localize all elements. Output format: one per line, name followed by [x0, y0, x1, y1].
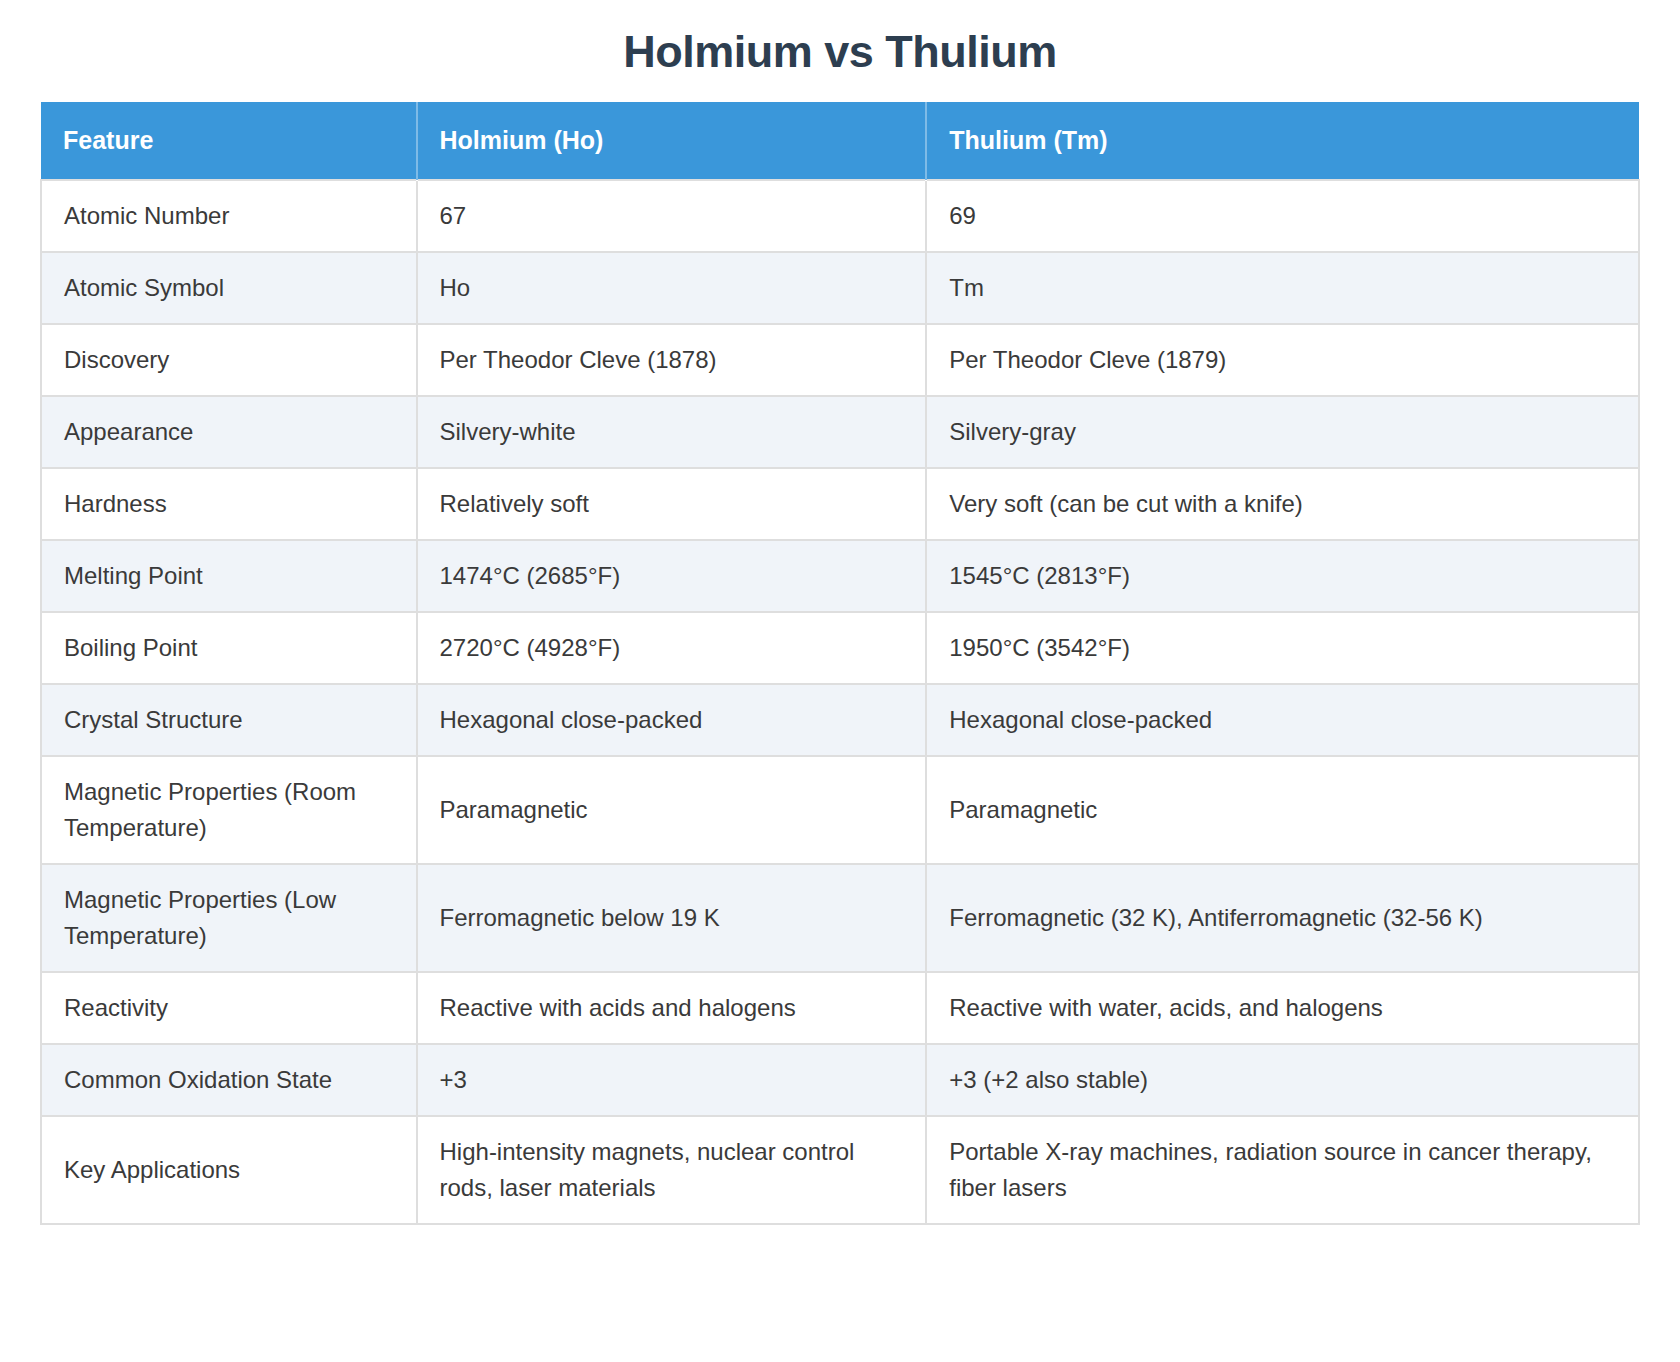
holmium-cell: High-intensity magnets, nuclear control … [417, 1116, 927, 1224]
holmium-cell: +3 [417, 1044, 927, 1116]
thulium-cell: 1545°C (2813°F) [926, 540, 1639, 612]
feature-cell: Atomic Symbol [41, 252, 417, 324]
header-feature: Feature [41, 102, 417, 180]
table-row: Magnetic Properties (Room Temperature)Pa… [41, 756, 1639, 864]
header-holmium: Holmium (Ho) [417, 102, 927, 180]
feature-cell: Reactivity [41, 972, 417, 1044]
table-row: Key ApplicationsHigh-intensity magnets, … [41, 1116, 1639, 1224]
feature-cell: Key Applications [41, 1116, 417, 1224]
feature-cell: Magnetic Properties (Room Temperature) [41, 756, 417, 864]
table-row: AppearanceSilvery-whiteSilvery-gray [41, 396, 1639, 468]
holmium-cell: Ferromagnetic below 19 K [417, 864, 927, 972]
holmium-cell: Paramagnetic [417, 756, 927, 864]
feature-cell: Crystal Structure [41, 684, 417, 756]
holmium-cell: Silvery-white [417, 396, 927, 468]
feature-cell: Melting Point [41, 540, 417, 612]
table-row: DiscoveryPer Theodor Cleve (1878)Per The… [41, 324, 1639, 396]
table-row: Boiling Point2720°C (4928°F)1950°C (3542… [41, 612, 1639, 684]
holmium-cell: 67 [417, 180, 927, 252]
thulium-cell: Portable X-ray machines, radiation sourc… [926, 1116, 1639, 1224]
table-body: Atomic Number6769Atomic SymbolHoTmDiscov… [41, 180, 1639, 1224]
page: Holmium vs Thulium Feature Holmium (Ho) … [0, 0, 1680, 1362]
holmium-cell: 1474°C (2685°F) [417, 540, 927, 612]
thulium-cell: +3 (+2 also stable) [926, 1044, 1639, 1116]
comparison-table: Feature Holmium (Ho) Thulium (Tm) Atomic… [40, 102, 1640, 1225]
thulium-cell: Paramagnetic [926, 756, 1639, 864]
holmium-cell: 2720°C (4928°F) [417, 612, 927, 684]
thulium-cell: 69 [926, 180, 1639, 252]
feature-cell: Discovery [41, 324, 417, 396]
feature-cell: Atomic Number [41, 180, 417, 252]
table-row: Crystal StructureHexagonal close-packedH… [41, 684, 1639, 756]
thulium-cell: Reactive with water, acids, and halogens [926, 972, 1639, 1044]
header-thulium: Thulium (Tm) [926, 102, 1639, 180]
thulium-cell: Very soft (can be cut with a knife) [926, 468, 1639, 540]
holmium-cell: Ho [417, 252, 927, 324]
holmium-cell: Relatively soft [417, 468, 927, 540]
thulium-cell: Hexagonal close-packed [926, 684, 1639, 756]
feature-cell: Boiling Point [41, 612, 417, 684]
thulium-cell: Ferromagnetic (32 K), Antiferromagnetic … [926, 864, 1639, 972]
feature-cell: Appearance [41, 396, 417, 468]
table-row: HardnessRelatively softVery soft (can be… [41, 468, 1639, 540]
table-row: Melting Point1474°C (2685°F)1545°C (2813… [41, 540, 1639, 612]
table-row: Common Oxidation State+3+3 (+2 also stab… [41, 1044, 1639, 1116]
thulium-cell: Tm [926, 252, 1639, 324]
table-row: ReactivityReactive with acids and haloge… [41, 972, 1639, 1044]
thulium-cell: Silvery-gray [926, 396, 1639, 468]
feature-cell: Hardness [41, 468, 417, 540]
table-row: Magnetic Properties (Low Temperature)Fer… [41, 864, 1639, 972]
holmium-cell: Hexagonal close-packed [417, 684, 927, 756]
page-title: Holmium vs Thulium [0, 0, 1680, 78]
table-header: Feature Holmium (Ho) Thulium (Tm) [41, 102, 1639, 180]
header-row: Feature Holmium (Ho) Thulium (Tm) [41, 102, 1639, 180]
thulium-cell: Per Theodor Cleve (1879) [926, 324, 1639, 396]
feature-cell: Common Oxidation State [41, 1044, 417, 1116]
thulium-cell: 1950°C (3542°F) [926, 612, 1639, 684]
feature-cell: Magnetic Properties (Low Temperature) [41, 864, 417, 972]
table-row: Atomic SymbolHoTm [41, 252, 1639, 324]
holmium-cell: Reactive with acids and halogens [417, 972, 927, 1044]
table-row: Atomic Number6769 [41, 180, 1639, 252]
holmium-cell: Per Theodor Cleve (1878) [417, 324, 927, 396]
